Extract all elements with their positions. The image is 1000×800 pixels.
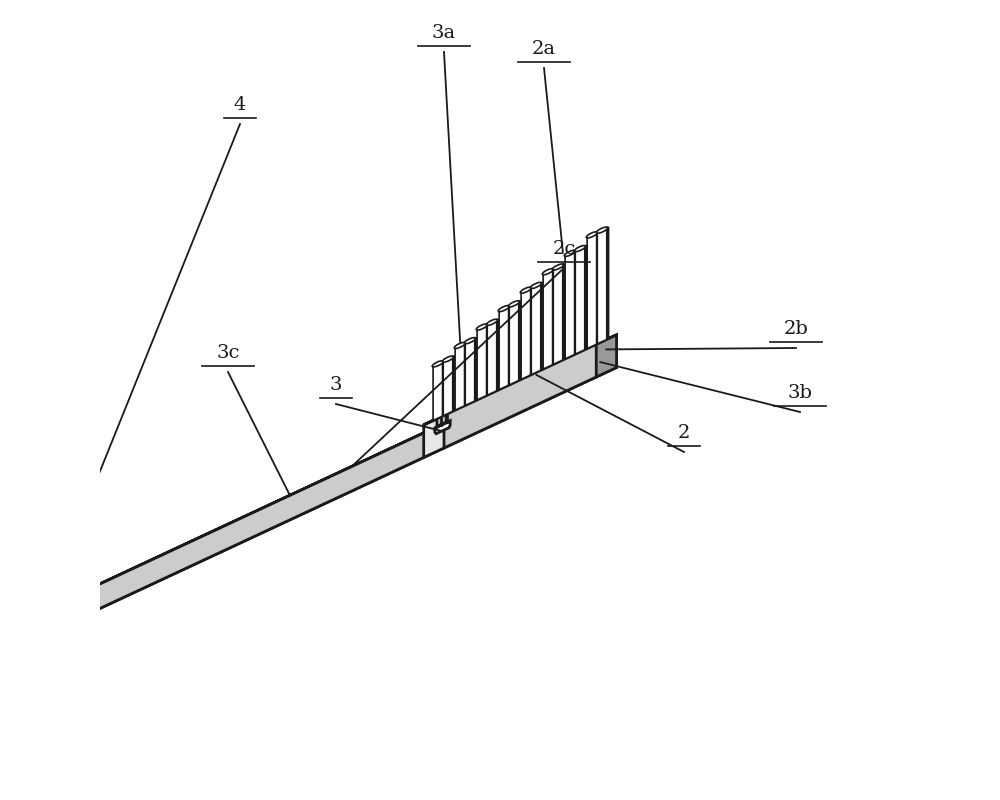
Ellipse shape	[596, 227, 608, 234]
Polygon shape	[585, 246, 586, 350]
Polygon shape	[521, 287, 532, 379]
Ellipse shape	[498, 306, 509, 312]
Polygon shape	[587, 232, 598, 349]
Polygon shape	[597, 227, 608, 344]
Polygon shape	[497, 319, 498, 390]
Polygon shape	[543, 269, 554, 369]
Ellipse shape	[530, 282, 542, 289]
Text: 3: 3	[330, 376, 342, 394]
Polygon shape	[499, 306, 510, 390]
Text: 2a: 2a	[532, 40, 556, 58]
Ellipse shape	[520, 287, 531, 294]
Polygon shape	[424, 335, 617, 425]
Polygon shape	[0, 423, 444, 663]
Polygon shape	[477, 324, 488, 400]
Ellipse shape	[542, 269, 553, 275]
Polygon shape	[607, 227, 608, 339]
Text: 3a: 3a	[432, 24, 456, 42]
Polygon shape	[531, 287, 532, 375]
Polygon shape	[433, 361, 444, 421]
Ellipse shape	[486, 319, 498, 326]
Polygon shape	[0, 433, 424, 673]
Text: 3b: 3b	[788, 384, 812, 402]
Polygon shape	[541, 282, 542, 370]
Polygon shape	[465, 342, 466, 406]
Polygon shape	[475, 338, 476, 401]
Polygon shape	[553, 264, 564, 365]
Polygon shape	[575, 250, 576, 354]
Polygon shape	[487, 319, 498, 395]
Polygon shape	[487, 324, 488, 395]
Polygon shape	[424, 344, 596, 458]
Ellipse shape	[442, 356, 454, 362]
Polygon shape	[453, 356, 454, 411]
Text: 2b: 2b	[784, 321, 808, 338]
Text: 2: 2	[678, 424, 690, 442]
Polygon shape	[0, 423, 444, 649]
Ellipse shape	[564, 250, 575, 256]
Polygon shape	[435, 421, 450, 434]
Polygon shape	[563, 264, 564, 360]
Polygon shape	[465, 338, 476, 406]
Polygon shape	[597, 232, 598, 344]
Ellipse shape	[508, 301, 520, 307]
Polygon shape	[531, 282, 542, 374]
Polygon shape	[553, 269, 554, 365]
Text: 3c: 3c	[216, 344, 240, 362]
Polygon shape	[437, 414, 446, 427]
Ellipse shape	[432, 361, 443, 367]
Polygon shape	[443, 356, 454, 416]
Polygon shape	[575, 246, 586, 354]
Ellipse shape	[476, 324, 487, 330]
Polygon shape	[519, 301, 520, 381]
Text: 2c: 2c	[552, 240, 576, 258]
Polygon shape	[509, 301, 520, 385]
Ellipse shape	[574, 246, 586, 252]
Polygon shape	[444, 335, 617, 448]
Ellipse shape	[552, 264, 564, 270]
Polygon shape	[455, 342, 466, 410]
Polygon shape	[443, 361, 444, 416]
Text: 4: 4	[234, 96, 246, 114]
Polygon shape	[509, 306, 510, 386]
Polygon shape	[565, 250, 576, 359]
Polygon shape	[596, 335, 617, 377]
Ellipse shape	[454, 342, 465, 349]
Ellipse shape	[586, 232, 597, 238]
Ellipse shape	[464, 338, 476, 344]
